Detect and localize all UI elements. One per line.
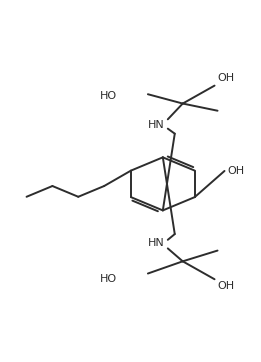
Text: OH: OH — [217, 73, 235, 84]
Text: HN: HN — [148, 120, 165, 130]
Text: HN: HN — [148, 238, 165, 248]
Text: HO: HO — [100, 274, 117, 284]
Text: OH: OH — [217, 281, 235, 291]
Text: OH: OH — [228, 166, 245, 176]
Text: HO: HO — [100, 90, 117, 101]
